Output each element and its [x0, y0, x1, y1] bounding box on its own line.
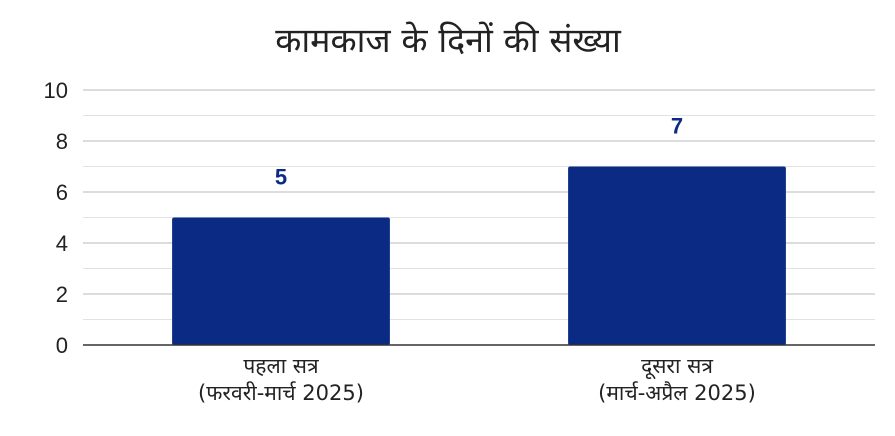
- y-tick-label: 2: [56, 282, 68, 307]
- y-tick-label: 6: [56, 180, 68, 205]
- bar: [568, 166, 786, 345]
- x-tick-label: पहला सत्र: [243, 354, 319, 378]
- y-tick-label: 4: [56, 231, 68, 256]
- x-axis: पहला सत्र (फरवरी-मार्च 2025) दूसरा सत्र(मा…: [198, 354, 756, 405]
- chart-title: कामकाज के दिनों की संख्या: [275, 21, 622, 61]
- x-tick-label: (फरवरी-मार्च 2025): [198, 381, 364, 405]
- y-tick-label: 8: [56, 129, 68, 154]
- y-axis: 0 2 4 6 8 10: [44, 78, 68, 358]
- y-tick-label: 10: [44, 78, 68, 103]
- data-label: 5: [275, 165, 287, 190]
- x-tick-label: दूसरा सत्र: [641, 354, 713, 380]
- y-tick-label: 0: [56, 333, 68, 358]
- bar: [172, 217, 390, 345]
- bars: [172, 166, 786, 345]
- data-labels: 57: [275, 114, 683, 190]
- x-tick-label: (मार्च-अप्रैल 2025): [598, 381, 756, 405]
- data-label: 7: [671, 114, 683, 139]
